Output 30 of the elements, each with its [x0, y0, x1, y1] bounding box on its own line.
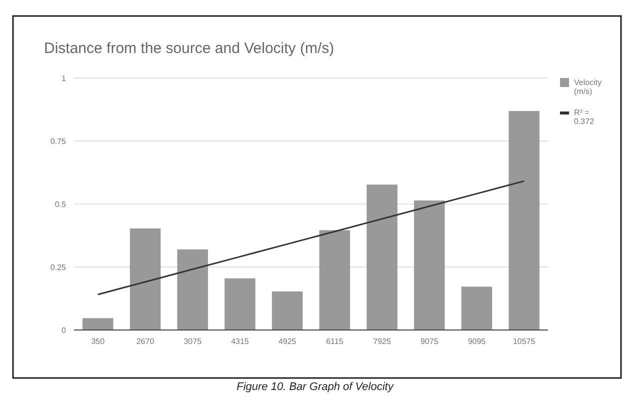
x-tick-label: 9075 — [420, 337, 439, 346]
x-tick-label: 4925 — [278, 337, 297, 346]
legend-label: R² = 0.372 — [574, 108, 595, 126]
bar — [414, 200, 445, 330]
x-tick-label: 7925 — [373, 337, 392, 346]
x-tick-label: 10575 — [512, 337, 536, 346]
x-tick-label: 350 — [91, 337, 106, 346]
bar — [319, 230, 350, 330]
y-tick-label: 1 — [62, 74, 67, 83]
bar — [224, 278, 256, 330]
y-tick-label: 0.25 — [50, 263, 67, 272]
x-tick-label: 6115 — [326, 337, 344, 346]
x-tick-label: 4315 — [231, 337, 250, 346]
chart-title: Distance from the source and Velocity (m/s) — [44, 40, 334, 57]
line-series — [97, 180, 525, 296]
bar — [130, 228, 161, 330]
y-tick-label: 0.5 — [54, 200, 67, 209]
bar — [461, 286, 492, 330]
bar — [366, 184, 398, 330]
bar — [508, 111, 540, 330]
x-tick-label: 9095 — [468, 337, 486, 346]
x-tick-label: 3075 — [184, 337, 202, 346]
y-tick-label: 0.75 — [50, 137, 67, 146]
caption: Figure 10. Bar Graph of Velocity — [236, 381, 395, 393]
y-tick-label: 0 — [62, 326, 67, 335]
bar — [82, 318, 114, 330]
bar — [177, 249, 208, 330]
bar — [272, 291, 303, 330]
x-tick-label: 2670 — [136, 337, 155, 346]
legend-label: Velocity (m/s) — [574, 78, 602, 96]
